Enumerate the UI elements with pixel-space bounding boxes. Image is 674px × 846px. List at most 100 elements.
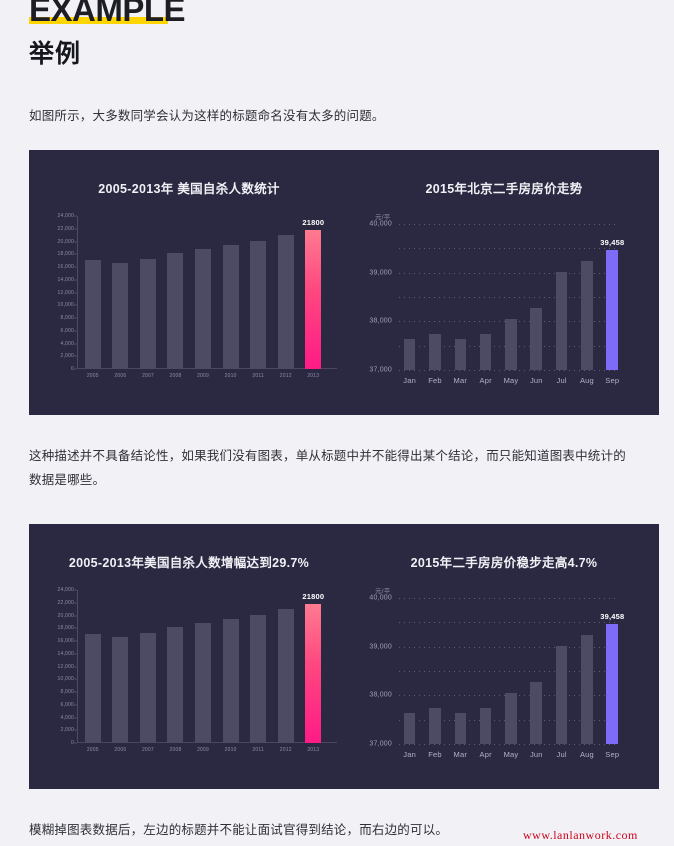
bar[interactable] (112, 262, 129, 369)
x-axis-label: Jul (556, 376, 567, 385)
bar-highlighted[interactable] (606, 250, 619, 370)
bar-slot[interactable]: Feb (422, 224, 447, 385)
bar-highlighted[interactable] (305, 230, 322, 369)
bar-slot[interactable]: 39,458 Sep (600, 598, 625, 759)
y-axis-tick (74, 627, 77, 629)
bar-slot[interactable]: 2006 (107, 590, 135, 753)
bar[interactable] (112, 636, 129, 743)
x-axis-label: 2009 (197, 747, 209, 753)
bar[interactable] (555, 271, 568, 370)
bar[interactable] (139, 632, 156, 743)
gridline (397, 370, 619, 371)
gridline-minor (397, 297, 619, 298)
paragraph-1: 如图所示，大多数同学会认为这样的标题命名没有太多的问题。 (29, 109, 385, 123)
x-axis-label: 2010 (224, 373, 237, 379)
bar[interactable] (195, 249, 212, 369)
bar-slot[interactable]: Jan (397, 224, 422, 385)
bar[interactable] (429, 333, 441, 370)
y-axis-tick (74, 653, 77, 655)
bar-slot[interactable]: 2007 (134, 590, 162, 753)
bar[interactable] (167, 626, 184, 743)
gridline-minor (397, 248, 619, 250)
bar-slot[interactable]: Aug (574, 224, 599, 385)
y-axis-label: 8,000 (60, 315, 74, 321)
bar[interactable] (479, 707, 492, 744)
bar-slot[interactable]: 2012 (272, 590, 300, 753)
y-axis-tick (74, 343, 77, 344)
bar-slot[interactable]: 2005 (79, 216, 107, 379)
bar-slot[interactable]: Mar (448, 598, 473, 759)
bar[interactable] (250, 240, 267, 369)
bar[interactable] (250, 614, 267, 743)
bar-slot[interactable]: May (498, 224, 523, 385)
bar-slot[interactable]: 2008 (162, 216, 190, 379)
bar[interactable] (454, 338, 467, 370)
bar-series: 2005 2006 2007 2008 2009 2010 2011 2012 21800 201… (79, 590, 328, 753)
bar-highlighted[interactable] (305, 604, 322, 743)
bar[interactable] (530, 682, 543, 744)
bar[interactable] (530, 308, 543, 370)
bar-slot[interactable]: 2011 (244, 216, 272, 379)
bar-slot[interactable]: 2009 (189, 590, 217, 753)
bar-slot[interactable]: 2011 (244, 590, 272, 753)
bar[interactable] (139, 258, 156, 369)
paragraph-2: 这种描述并不具备结论性，如果我们没有图表，单从标题中并不能得出某个结论，而只能知… (29, 449, 626, 487)
bar[interactable] (479, 333, 492, 370)
y-axis-tick (74, 717, 77, 718)
x-axis-label: 2005 (86, 747, 99, 753)
bar[interactable] (84, 634, 101, 743)
bar-slot[interactable]: 2010 (217, 216, 245, 379)
chart-title: 2005-2013年 美国自杀人数统计 (98, 182, 280, 196)
bar-slot[interactable]: 2007 (134, 216, 162, 379)
bar[interactable] (84, 260, 101, 369)
bar-series: Jan Feb Mar Apr May Jun Jul Aug 39,458 Sep (397, 598, 625, 759)
bar-slot[interactable]: 2009 (189, 216, 217, 379)
bar-slot[interactable]: Jul (549, 224, 574, 385)
bar[interactable] (167, 252, 184, 369)
example-heading: EXAMPLE (29, 0, 185, 34)
bar[interactable] (581, 261, 593, 370)
bar-slot[interactable]: 2005 (79, 590, 107, 753)
bar-slot[interactable]: 21800 2013 (300, 590, 328, 753)
bar[interactable] (277, 235, 294, 369)
y-axis-tick (74, 742, 77, 744)
bar-slot[interactable]: Apr (473, 598, 498, 759)
bar-slot[interactable]: Jun (524, 224, 549, 385)
bar[interactable] (581, 635, 593, 744)
bar-slot[interactable]: Apr (473, 224, 498, 385)
bar[interactable] (454, 712, 467, 744)
bar-slot[interactable]: 2006 (107, 216, 135, 379)
bar-slot[interactable]: Feb (422, 598, 447, 759)
bar-slot[interactable]: 2010 (217, 590, 245, 753)
x-axis-label: Jun (529, 750, 543, 759)
y-axis-tick (74, 253, 77, 255)
y-axis-label: 20,000 (57, 238, 74, 245)
bar[interactable] (403, 712, 416, 744)
bar[interactable] (222, 618, 239, 743)
bar-slot[interactable]: 2012 (272, 216, 300, 379)
chart-beijing-vague: 2015年北京二手房房价走势 元/平 40,000 39,000 38,000 37,0… (349, 150, 659, 415)
bar-slot[interactable]: Aug (574, 598, 599, 759)
example-word: EXAMPLE (29, 0, 186, 28)
bar-slot[interactable]: Jun (524, 598, 549, 759)
y-axis-label: 6,000 (60, 701, 74, 708)
bar-slot[interactable]: Jan (397, 598, 422, 759)
bar[interactable] (277, 609, 294, 743)
bar-highlighted[interactable] (606, 624, 619, 744)
bar[interactable] (195, 623, 212, 743)
bar[interactable] (505, 319, 517, 370)
x-axis-label: 2005 (86, 373, 99, 379)
bar-slot[interactable]: Mar (448, 224, 473, 385)
bar[interactable] (555, 645, 568, 744)
bar[interactable] (429, 707, 441, 744)
bar-slot[interactable]: 21800 2013 (300, 216, 328, 379)
bar-slot[interactable]: May (498, 598, 523, 759)
bar[interactable] (222, 244, 239, 369)
bar[interactable] (505, 693, 517, 744)
bar[interactable] (403, 338, 416, 370)
bar-slot[interactable]: 2008 (162, 590, 190, 753)
bar-slot[interactable]: 39,458 Sep (600, 224, 625, 385)
bar-slot[interactable]: Jul (549, 598, 574, 759)
plot-area: 元/平 40,000 39,000 38,000 37,000 Jan Feb Mar Apr M… (369, 214, 625, 385)
